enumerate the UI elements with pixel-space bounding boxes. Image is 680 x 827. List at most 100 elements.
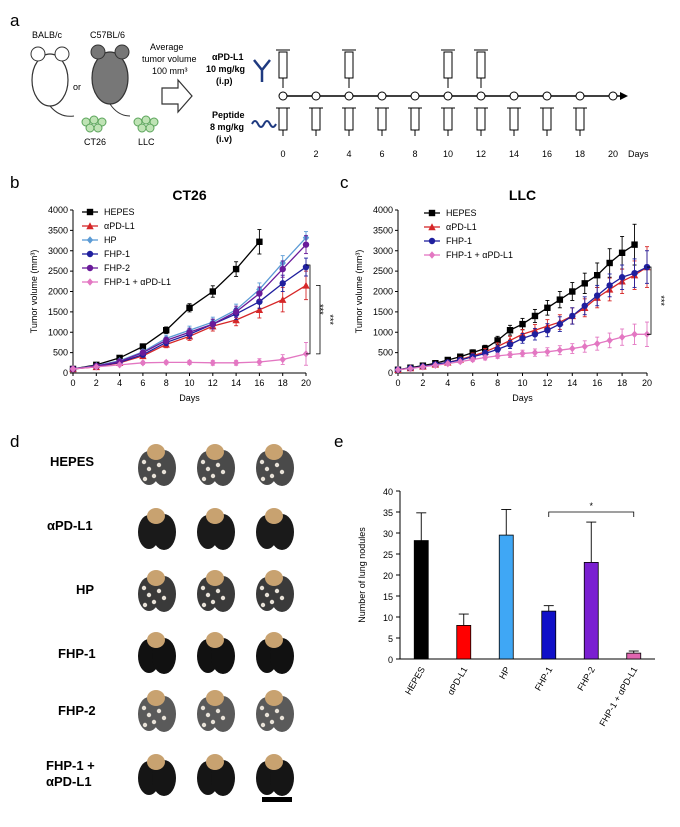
nodule: [260, 722, 266, 728]
data-point: [618, 274, 626, 281]
scale-bar: [262, 797, 292, 802]
panel-a-label: a: [10, 11, 20, 30]
mouse-grey-icon: [90, 44, 131, 117]
data-point: [581, 302, 588, 309]
data-point: [631, 241, 638, 248]
lung-image: [256, 444, 294, 486]
data-point: [186, 329, 193, 336]
y-tick-label: 2500: [373, 266, 393, 276]
data-point: [394, 366, 402, 374]
x-tick-label: 10: [184, 378, 194, 388]
series-hepes: [394, 223, 638, 373]
syringe-antibody-icon: [443, 51, 453, 79]
bar: [413, 540, 429, 660]
series-line: [72, 241, 260, 370]
y-tick-label: 25: [383, 550, 393, 560]
x-tick-label: 18: [278, 378, 288, 388]
data-point: [544, 304, 551, 311]
data-point: [209, 359, 216, 367]
timeline-arrow-icon: [620, 92, 628, 100]
y-tick-label: 2500: [48, 266, 68, 276]
avg-line2: tumor volume: [142, 54, 197, 64]
data-point: [232, 359, 240, 367]
data-point: [631, 269, 638, 277]
x-tick-label: 8: [164, 378, 169, 388]
x-tick-label: 20: [642, 378, 652, 388]
data-point: [163, 327, 170, 334]
row-label-fhp1: FHP-1: [58, 646, 96, 661]
bar: [583, 562, 599, 660]
x-tick-label: 12: [208, 378, 218, 388]
heart: [265, 444, 283, 460]
data-point: [531, 331, 539, 338]
data-point: [631, 330, 638, 338]
data-point: [618, 249, 626, 256]
data-point: [594, 272, 601, 279]
x-tick-label: 14: [231, 378, 241, 388]
timeline-dot: [443, 91, 453, 101]
nodule: [205, 466, 211, 472]
row-label-hp: HP: [76, 582, 94, 597]
nodule: [142, 476, 148, 482]
lung-image: [138, 632, 176, 674]
legend-entry: FHP-1: [104, 249, 130, 259]
bar: [541, 610, 557, 660]
nodule: [201, 722, 207, 728]
nodule: [156, 588, 162, 594]
data-point: [256, 238, 263, 245]
significance-bracket: [647, 266, 652, 335]
nodule: [210, 599, 216, 605]
lung-image: [197, 632, 235, 674]
legend-entry: HEPES: [104, 207, 135, 217]
heart: [147, 632, 165, 648]
nodule: [220, 469, 226, 475]
panel-a: a BALB/c C57BL/6 or CT26 LLC Ave: [10, 11, 649, 159]
strain-c57: C57BL/6: [90, 30, 125, 40]
nodule: [215, 588, 221, 594]
lung-image: [138, 754, 176, 796]
timeline-day-label: 16: [542, 149, 552, 159]
x-tick-label: 6: [140, 378, 145, 388]
x-axis-label: Days: [179, 393, 200, 403]
lung-image: [197, 754, 235, 796]
data-point: [232, 265, 240, 273]
y-axis-label: Number of lung nodules: [357, 527, 367, 623]
series-fhp-1-pd-l1: [69, 341, 310, 373]
data-point: [255, 306, 264, 314]
cells-ct26-icon: [81, 115, 107, 133]
heart: [206, 570, 224, 586]
x-tick-label: 14: [567, 378, 577, 388]
data-point: [419, 363, 427, 371]
heart: [147, 754, 165, 770]
y-tick-label: 10: [383, 613, 393, 623]
y-tick-label: 4000: [373, 205, 393, 215]
nodule: [215, 708, 221, 714]
timeline-day-label: 12: [476, 149, 486, 159]
data-point: [116, 361, 123, 369]
lung-image: [138, 690, 176, 732]
nodule: [259, 585, 265, 591]
significance-label: ***: [656, 295, 666, 306]
timeline-day-label: 2: [313, 149, 318, 159]
lung-images: [138, 444, 294, 796]
arrow-icon: [161, 78, 193, 114]
data-point: [544, 348, 551, 356]
timeline-day-label: 6: [379, 149, 384, 159]
timeline-dot: [542, 91, 552, 101]
data-point: [279, 280, 286, 287]
legend-marker: [428, 251, 436, 259]
panel-e-label: e: [334, 432, 343, 451]
data-point: [519, 349, 526, 358]
syringe-peptide-icon: [278, 107, 288, 131]
nodule: [269, 599, 275, 605]
nodule: [279, 469, 285, 475]
lung-image: [138, 444, 176, 486]
heart: [265, 570, 283, 586]
category-label: FHP-2: [575, 665, 597, 693]
y-tick-label: 4000: [48, 205, 68, 215]
data-point: [407, 364, 414, 373]
timeline-dot: [410, 91, 420, 101]
heart: [147, 444, 165, 460]
y-tick-label: 3000: [48, 246, 68, 256]
y-tick-label: 3500: [373, 225, 393, 235]
